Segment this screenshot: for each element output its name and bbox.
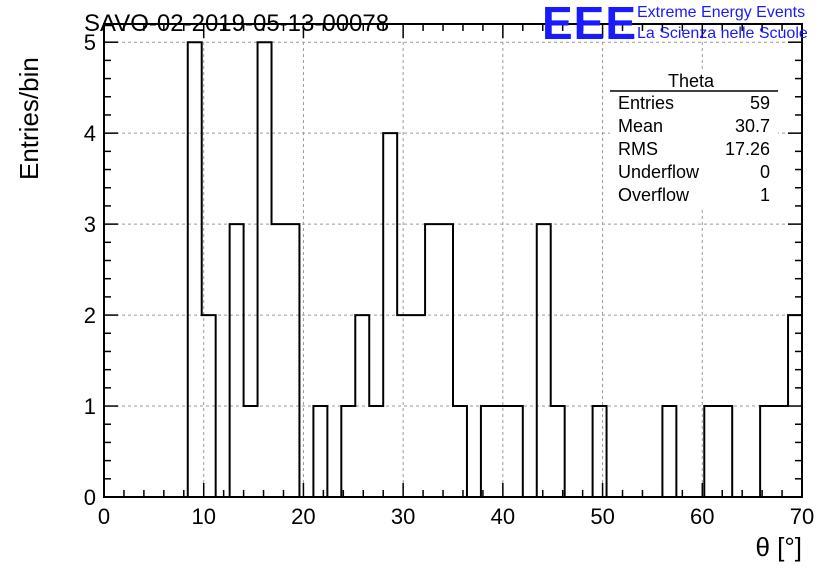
histogram-bin xyxy=(509,406,523,497)
x-tick-label: 40 xyxy=(491,504,515,529)
x-tick-label: 10 xyxy=(191,504,215,529)
x-tick-label: 60 xyxy=(690,504,714,529)
stats-title: Theta xyxy=(668,71,715,91)
stats-label-underflow: Underflow xyxy=(618,162,700,182)
chart-title: SAVO-02-2019-05-13-00078 xyxy=(84,10,390,37)
histogram-bin xyxy=(244,406,258,497)
x-tick-label: 30 xyxy=(391,504,415,529)
x-tick-label: 70 xyxy=(790,504,814,529)
histogram-bin xyxy=(481,406,495,497)
y-tick-label: 4 xyxy=(84,121,96,146)
x-tick-label: 50 xyxy=(590,504,614,529)
histogram-bin xyxy=(313,406,327,497)
logo-line-2: La Scienza nelle Scuole xyxy=(637,25,808,42)
histogram-bin xyxy=(411,315,425,497)
stats-label-mean: Mean xyxy=(618,116,664,136)
y-tick-label: 3 xyxy=(84,212,96,237)
histogram-bin xyxy=(230,224,244,497)
histogram-bin xyxy=(272,224,286,497)
logo-line-1: Extreme Energy Events xyxy=(637,4,806,21)
histogram-outline xyxy=(104,41,802,498)
stats-box-background xyxy=(610,70,778,210)
histogram-bin xyxy=(718,406,732,497)
x-tick-label: 0 xyxy=(98,504,110,529)
histogram-bin xyxy=(439,224,453,497)
histogram-bin xyxy=(662,406,676,497)
histogram-bin xyxy=(537,224,551,497)
histogram-bin xyxy=(258,42,272,497)
histogram-bin xyxy=(425,224,439,497)
stats-value-entries: 59 xyxy=(749,93,770,113)
histogram-bin xyxy=(383,133,397,497)
histogram-bin xyxy=(495,406,509,497)
stats-label-entries: Entries xyxy=(618,93,675,113)
y-tick-label: 5 xyxy=(84,30,96,55)
y-tick-label: 0 xyxy=(84,485,96,510)
x-axis-label: θ [°] xyxy=(755,532,802,562)
histogram-bin xyxy=(453,406,467,497)
y-axis-label: Entries/bin xyxy=(14,57,44,180)
y-tick-label: 2 xyxy=(84,303,96,328)
histogram-bin xyxy=(285,224,299,497)
x-tick-label: 20 xyxy=(291,504,315,529)
histogram-bin xyxy=(704,406,718,497)
stats-box-frame xyxy=(610,70,778,210)
histogram-bin xyxy=(188,42,202,497)
histogram-layer xyxy=(104,41,802,498)
stats-value-underflow: 0 xyxy=(759,162,770,182)
stats-value-mean: 30.7 xyxy=(734,116,770,136)
histogram-bin xyxy=(774,406,788,497)
y-tick-label: 1 xyxy=(84,394,96,419)
histogram-bin xyxy=(551,406,565,497)
stats-value-overflow: 1 xyxy=(759,185,770,205)
stats-label-overflow: Overflow xyxy=(618,185,690,205)
histogram-bin xyxy=(397,315,411,497)
stats-value-rms: 17.26 xyxy=(724,139,770,159)
histogram-bin xyxy=(369,406,383,497)
eee-logo: EEE xyxy=(542,0,638,49)
stats-label-rms: RMS xyxy=(618,139,658,159)
histogram-bin xyxy=(355,315,369,497)
histogram-bin xyxy=(760,406,774,497)
histogram-bin xyxy=(593,406,607,497)
histogram-bin xyxy=(202,315,216,497)
histogram-bin xyxy=(341,406,355,497)
